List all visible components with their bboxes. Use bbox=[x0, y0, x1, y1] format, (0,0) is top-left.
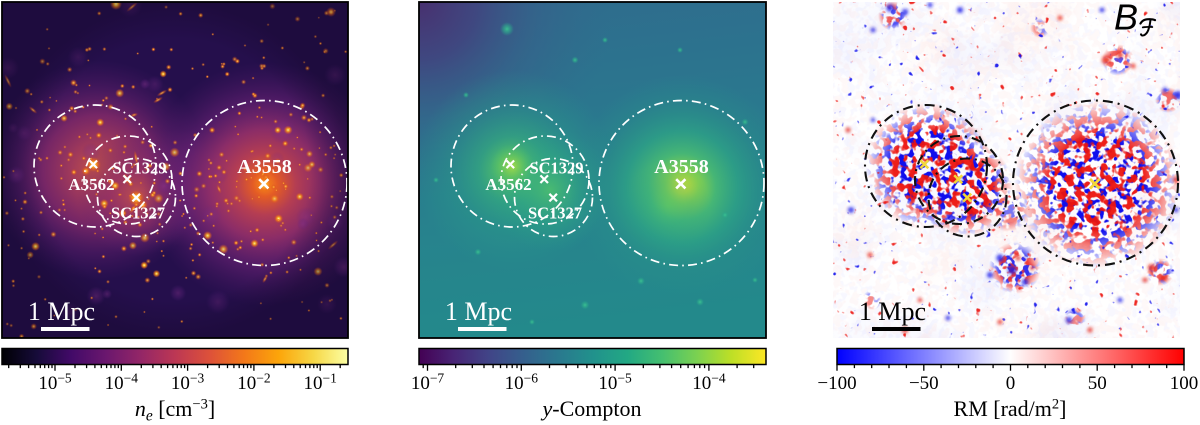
svg-text:−100: −100 bbox=[817, 373, 856, 394]
svg-text:B: B bbox=[1114, 0, 1138, 38]
svg-text:SC1329: SC1329 bbox=[529, 158, 583, 177]
svg-text:y-Compton: y-Compton bbox=[541, 396, 642, 421]
svg-text:A3558: A3558 bbox=[654, 156, 708, 178]
svg-text:10−2: 10−2 bbox=[237, 371, 270, 395]
svg-text:10−3: 10−3 bbox=[171, 371, 205, 395]
svg-text:10−6: 10−6 bbox=[505, 371, 539, 395]
svg-text:50: 50 bbox=[1088, 373, 1107, 394]
svg-text:ne [cm−3]: ne [cm−3] bbox=[135, 396, 215, 425]
svg-text:SC1327: SC1327 bbox=[528, 203, 582, 222]
svg-text:RM [rad/m2]: RM [rad/m2] bbox=[954, 396, 1067, 421]
svg-text:0: 0 bbox=[1006, 373, 1016, 394]
svg-text:−50: −50 bbox=[909, 373, 939, 394]
svg-text:A3562: A3562 bbox=[485, 175, 531, 194]
svg-text:SC1327: SC1327 bbox=[111, 203, 165, 222]
svg-text:100: 100 bbox=[1170, 373, 1199, 394]
svg-text:10−4: 10−4 bbox=[105, 371, 139, 395]
svg-text:1 Mpc: 1 Mpc bbox=[859, 297, 926, 326]
svg-text:10−1: 10−1 bbox=[304, 371, 337, 395]
svg-text:SC1329: SC1329 bbox=[112, 158, 166, 177]
svg-text:10−7: 10−7 bbox=[411, 371, 445, 395]
svg-text:10−5: 10−5 bbox=[598, 371, 632, 395]
svg-text:10−5: 10−5 bbox=[38, 371, 72, 395]
svg-text:1 Mpc: 1 Mpc bbox=[445, 297, 512, 326]
svg-text:1 Mpc: 1 Mpc bbox=[28, 297, 95, 326]
svg-text:10−4: 10−4 bbox=[692, 371, 726, 395]
svg-text:A3562: A3562 bbox=[68, 175, 114, 194]
svg-text:A3558: A3558 bbox=[237, 156, 291, 178]
